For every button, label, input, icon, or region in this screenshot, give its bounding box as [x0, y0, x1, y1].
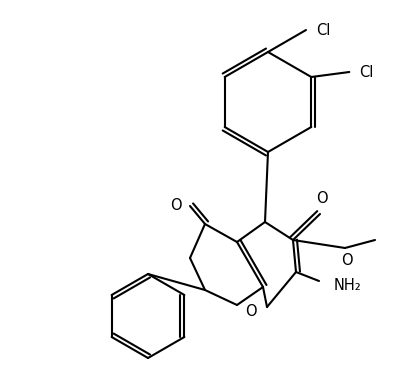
Text: NH₂: NH₂: [334, 279, 362, 294]
Text: O: O: [316, 191, 328, 206]
Text: O: O: [170, 198, 182, 212]
Text: Cl: Cl: [316, 22, 331, 38]
Text: Cl: Cl: [359, 64, 374, 80]
Text: O: O: [245, 305, 257, 320]
Text: O: O: [341, 253, 353, 268]
